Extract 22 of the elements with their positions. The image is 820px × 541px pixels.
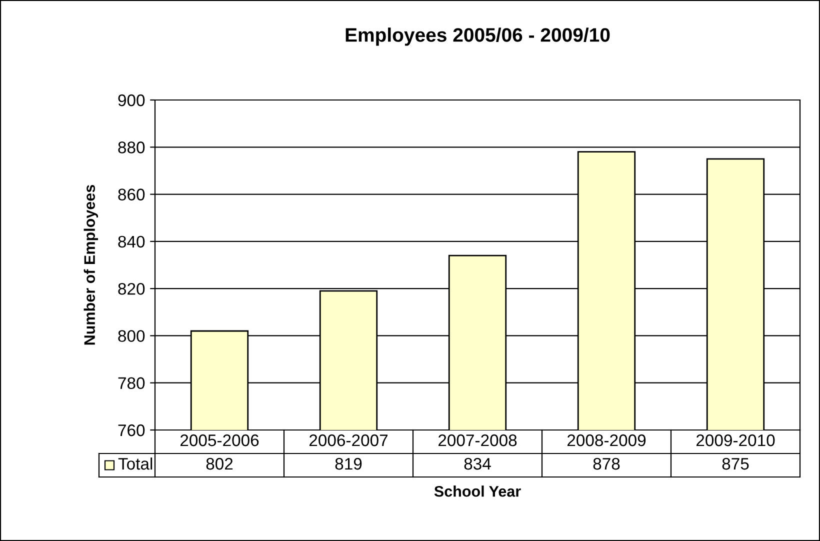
y-tick-label: 900 (118, 94, 145, 106)
data-label: 834 (464, 458, 491, 470)
y-tick-label: 820 (118, 282, 145, 295)
y-tick-label: 880 (118, 142, 145, 154)
x-tick-label: 2006-2007 (309, 434, 388, 446)
data-label: 802 (206, 458, 233, 470)
x-axis-title: School Year (434, 486, 521, 497)
y-tick-label: 860 (118, 188, 145, 200)
x-tick-label: 2008-2009 (567, 434, 646, 446)
y-axis-title: Number of Employees (84, 184, 98, 345)
x-tick-label: 2009-2010 (696, 434, 775, 446)
y-tick-label: 780 (118, 377, 145, 390)
data-label: 819 (335, 458, 362, 470)
legend-label: Total (118, 457, 152, 470)
data-label: 878 (593, 458, 620, 470)
y-tick-label: 760 (118, 424, 145, 436)
y-tick-label: 840 (118, 236, 145, 248)
x-tick-label: 2005-2006 (180, 434, 259, 446)
x-tick-label: 2007-2008 (438, 434, 517, 446)
y-tick-label: 800 (118, 330, 145, 342)
data-label: 875 (722, 458, 749, 470)
chart-title: Employees 2005/06 - 2009/10 (346, 28, 610, 46)
